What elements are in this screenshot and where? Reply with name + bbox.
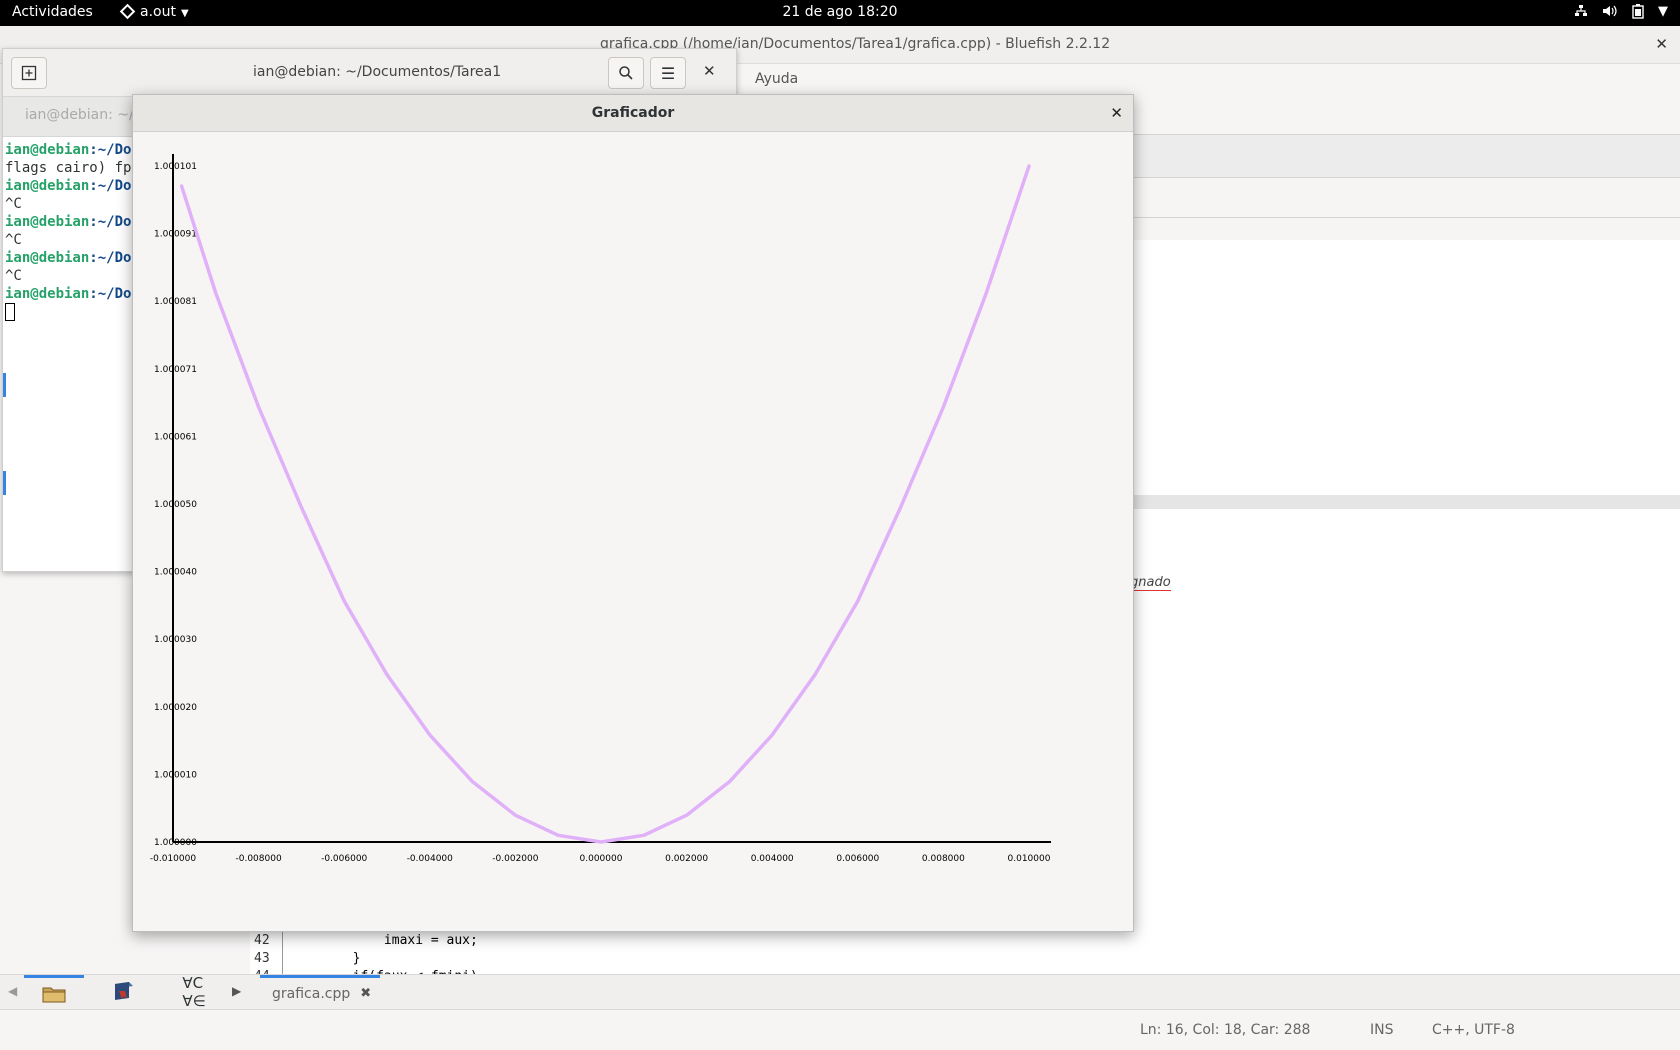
activities-button[interactable]: Actividades — [12, 4, 93, 20]
y-tick-label: 1.000101 — [154, 162, 197, 172]
y-tick-label: 1.000071 — [154, 365, 197, 375]
x-tick-label: 0.002000 — [665, 854, 708, 864]
gutter-fold-line — [282, 931, 283, 1001]
main-toolbar — [1130, 134, 1680, 178]
y-tick-label: 1.000010 — [154, 770, 197, 780]
selection-marker — [3, 373, 6, 397]
y-tick-label: 1.000061 — [154, 432, 197, 442]
chevron-down-icon[interactable]: ▼ — [1658, 4, 1668, 19]
panel-splitter[interactable] — [1130, 495, 1680, 509]
charmap-icon: ∀C ∀∈ — [182, 974, 206, 1010]
line-number: 43 — [254, 951, 270, 966]
bookmarks-icon — [115, 982, 133, 1000]
network-icon[interactable] — [1574, 4, 1588, 23]
y-tick-label: 1.000091 — [154, 230, 197, 240]
close-icon[interactable]: ✖ — [360, 986, 372, 1001]
filebrowser-tab[interactable] — [24, 975, 84, 1009]
language-encoding[interactable]: C++, UTF-8 — [1432, 1022, 1515, 1038]
graficador-titlebar[interactable]: Graficador ✕ — [133, 95, 1133, 132]
code-line[interactable]: } — [290, 951, 361, 966]
terminal-line: ian@debian:~/Do — [5, 178, 132, 194]
battery-icon[interactable] — [1632, 4, 1644, 23]
app-menu[interactable]: a.out ▼ — [119, 3, 189, 20]
terminal-line: ^C — [5, 268, 22, 284]
new-tab-icon — [21, 65, 37, 81]
x-tick-label: -0.010000 — [150, 854, 196, 864]
plot-svg: -0.010000 -0.008000 -0.006000 -0.004000 -0.0… — [150, 154, 1051, 864]
editor-area[interactable] — [1130, 240, 1680, 990]
x-tick-label: 0.010000 — [1008, 854, 1051, 864]
terminal-line: ian@debian:~/Do — [5, 250, 132, 266]
graficador-title: Graficador — [591, 105, 675, 121]
terminal-line: ian@debian:~/Do — [5, 142, 132, 158]
search-icon — [619, 66, 633, 80]
app-menu-label: a.out — [140, 4, 176, 20]
y-tick-label: 1.000030 — [154, 635, 197, 645]
terminal-cursor-line — [5, 303, 734, 321]
charmap-tab[interactable]: ∀C ∀∈ — [164, 974, 224, 1010]
new-tab-button[interactable] — [11, 57, 47, 89]
x-tick-label: 0.004000 — [751, 854, 794, 864]
status-bar: Ln: 16, Col: 18, Car: 288 INS C++, UTF-8 — [0, 1012, 1680, 1050]
selection-marker — [3, 471, 6, 495]
scroll-left-icon[interactable]: ◀ — [8, 984, 18, 998]
terminal-line: flags cairo) fp — [5, 160, 132, 176]
terminal-line: ^C — [5, 232, 22, 248]
hamburger-icon: ☰ — [660, 63, 676, 83]
terminal-headerbar: ian@debian: ~/Documentos/Tarea1 ☰ ✕ — [3, 49, 736, 97]
menu-button[interactable]: ☰ — [650, 57, 686, 89]
close-icon[interactable]: ✕ — [1655, 35, 1668, 53]
cursor-position: Ln: 16, Col: 18, Car: 288 — [1140, 1022, 1311, 1038]
top-bar: Actividades a.out ▼ 21 de ago 18:20 ▼ — [0, 0, 1680, 26]
y-tick-label: 1.000040 — [154, 568, 197, 578]
search-button[interactable] — [608, 57, 644, 89]
tab-bar: ◀ ∀C ∀∈ ▶ grafica.cpp ✖ — [0, 974, 1680, 1010]
y-tick-label: 1.000000 — [154, 838, 197, 848]
x-tick-label: 0.006000 — [836, 854, 879, 864]
x-tick-label: -0.006000 — [321, 854, 367, 864]
terminal-line: ^C — [5, 196, 22, 212]
x-tick-label: -0.004000 — [407, 854, 453, 864]
chevron-down-icon: ▼ — [180, 8, 189, 19]
x-tick-label: -0.008000 — [235, 854, 281, 864]
menu-help[interactable]: Ayuda — [755, 71, 799, 87]
volume-icon[interactable] — [1602, 4, 1618, 23]
spellcheck-word: gnado — [1130, 575, 1171, 591]
html-toolbar — [1130, 178, 1680, 218]
terminal-title: ian@debian: ~/Documentos/Tarea1 — [253, 64, 502, 80]
x-tick-label: -0.002000 — [492, 854, 538, 864]
scroll-right-icon[interactable]: ▶ — [232, 984, 242, 998]
terminal-line: ian@debian:~/Do — [5, 286, 132, 302]
document-tab[interactable]: grafica.cpp ✖ — [260, 975, 380, 1009]
close-icon[interactable]: ✕ — [703, 62, 716, 80]
y-tick-label: 1.000081 — [154, 297, 197, 307]
close-icon[interactable]: ✕ — [1110, 104, 1123, 122]
plot-area[interactable]: -0.010000 -0.008000 -0.006000 -0.004000 -0.0… — [133, 132, 1133, 931]
x-tick-label: 0.008000 — [922, 854, 965, 864]
document-tab-label: grafica.cpp — [272, 985, 351, 1002]
x-tick-label: 0.000000 — [580, 854, 623, 864]
y-tick-label: 1.000020 — [154, 703, 197, 713]
y-tick-label: 1.000050 — [154, 500, 197, 510]
bookmarks-tab[interactable] — [94, 975, 154, 1009]
folder-icon — [42, 987, 66, 1002]
code-line[interactable]: imaxi = aux; — [290, 933, 478, 948]
graficador-window: Graficador ✕ -0.010000 -0.008000 -0.006000… — [132, 94, 1134, 932]
series-line — [179, 164, 1031, 844]
text-cursor — [5, 303, 15, 321]
clock[interactable]: 21 de ago 18:20 — [782, 4, 898, 20]
terminal-line: ian@debian:~/Do — [5, 214, 132, 230]
system-tray[interactable]: ▼ — [1574, 4, 1668, 23]
insert-mode[interactable]: INS — [1370, 1022, 1394, 1038]
line-number: 42 — [254, 933, 270, 948]
